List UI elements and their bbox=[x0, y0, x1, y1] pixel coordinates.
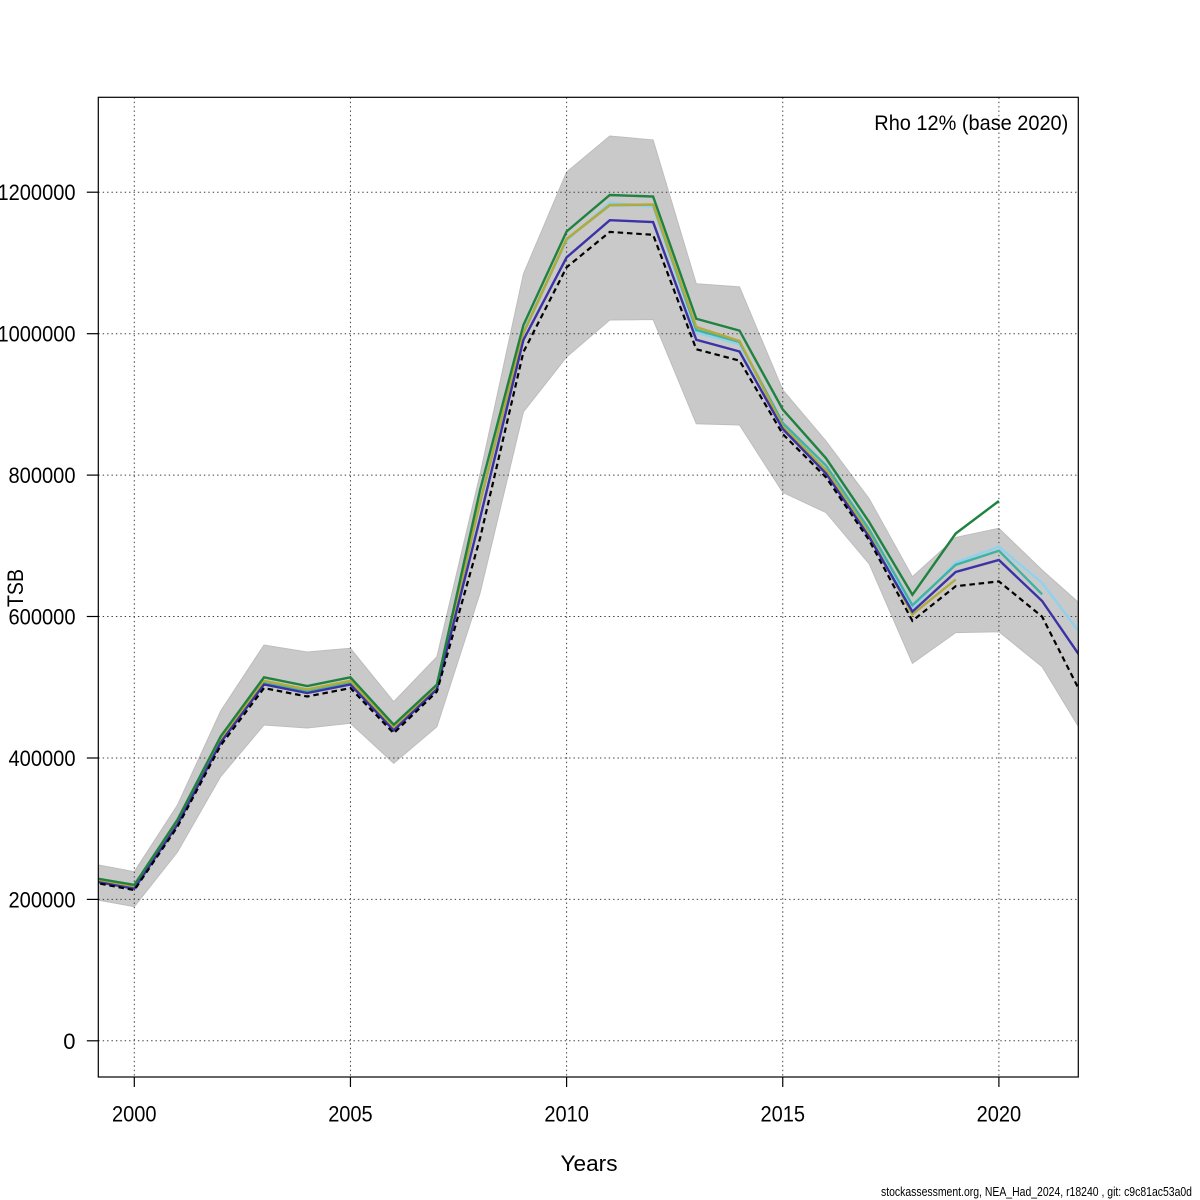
svg-text:2005: 2005 bbox=[328, 1101, 373, 1126]
svg-text:400000: 400000 bbox=[9, 746, 76, 771]
svg-text:TSB: TSB bbox=[3, 569, 28, 607]
svg-text:1000000: 1000000 bbox=[0, 322, 76, 347]
svg-text:0: 0 bbox=[63, 1029, 75, 1054]
svg-text:600000: 600000 bbox=[9, 605, 76, 630]
svg-text:2015: 2015 bbox=[761, 1101, 806, 1126]
svg-text:2010: 2010 bbox=[544, 1101, 589, 1126]
svg-text:Years: Years bbox=[561, 1151, 618, 1176]
svg-text:200000: 200000 bbox=[9, 887, 76, 912]
svg-text:2000: 2000 bbox=[112, 1101, 157, 1126]
svg-text:800000: 800000 bbox=[9, 463, 76, 488]
svg-text:1200000: 1200000 bbox=[0, 180, 76, 205]
svg-text:2020: 2020 bbox=[977, 1101, 1022, 1126]
svg-text:Rho 12% (base 2020): Rho 12% (base 2020) bbox=[874, 111, 1068, 135]
svg-text:stockassessment.org, NEA_Had_2: stockassessment.org, NEA_Had_2024, r1824… bbox=[881, 1184, 1192, 1199]
